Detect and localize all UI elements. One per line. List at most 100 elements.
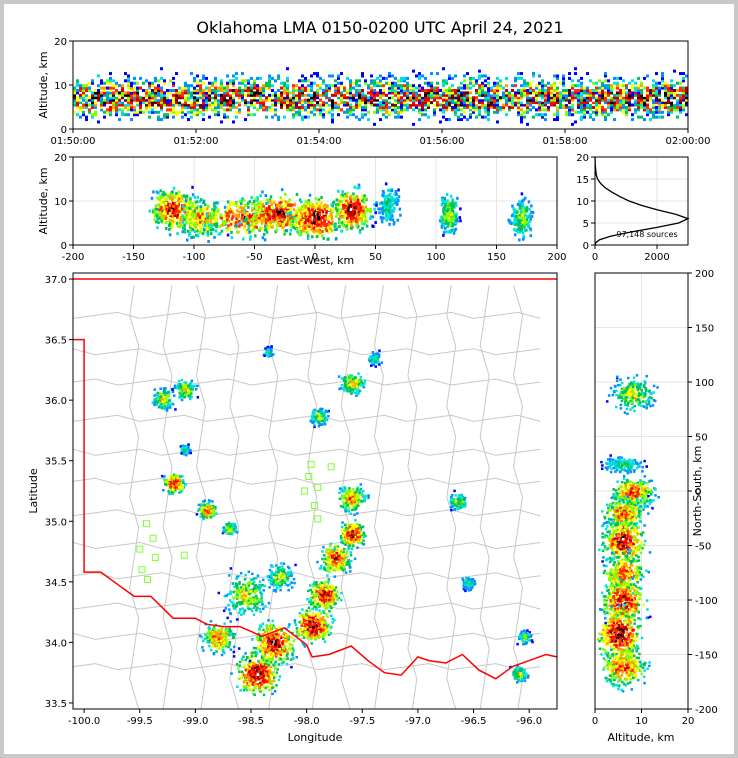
source-density-cell [245,217,248,221]
source-density-cell [151,81,154,85]
source-density-cell [328,93,331,97]
source-density-cell [273,665,276,668]
source-density-cell [250,667,253,670]
source-density-cell [493,103,496,107]
source-density-cell [283,81,286,85]
source-density-cell [664,105,667,109]
source-density-cell [655,101,658,105]
source-density-cell [361,98,364,102]
source-density-cell [667,91,670,95]
source-density-cell [79,98,82,102]
source-density-cell [260,660,263,663]
source-density-cell [649,93,652,97]
source-density-cell [604,118,607,122]
source-density-cell [164,212,167,216]
source-density-cell [277,204,281,208]
source-density-cell [295,84,298,88]
source-density-cell [106,81,109,85]
source-density-cell [157,110,160,114]
source-density-cell [622,84,625,88]
county-line [479,285,490,709]
source-density-cell [496,96,499,100]
source-density-cell [667,93,670,97]
source-density-cell [439,103,442,107]
source-density-cell [212,208,216,212]
source-density-cell [362,200,366,204]
source-density-cell [522,209,525,213]
source-density-cell [82,91,85,95]
source-density-cell [282,661,285,664]
source-density-cell [562,105,565,109]
source-density-cell [226,200,230,204]
source-density-cell [387,197,390,201]
source-density-cell [574,96,577,100]
source-density-cell [655,81,658,85]
source-density-cell [229,79,232,83]
source-density-cell [361,91,364,95]
source-density-cell [76,81,79,85]
source-density-cell [250,655,254,658]
source-density-cell [625,105,628,109]
source-density-cell [250,113,253,117]
source-density-cell [199,91,202,95]
source-density-cell [183,230,187,234]
source-density-cell [109,110,112,114]
source-density-cell [190,115,193,119]
source-density-cell [198,230,202,234]
source-density-cell [440,220,443,224]
source-density-cell [613,96,616,100]
source-density-cell [270,223,274,227]
source-density-cell [236,214,240,218]
source-density-cell [212,216,215,220]
source-density-cell [267,223,271,227]
source-density-cell [148,103,151,107]
source-density-cell [91,79,94,83]
source-density-cell [544,98,547,102]
source-density-cell [439,108,442,112]
source-density-cell [418,98,421,102]
source-density-cell [357,218,361,222]
source-density-cell [406,108,409,112]
source-density-cell [382,209,386,213]
source-density-cell [230,201,234,205]
source-density-cell [673,96,676,100]
source-density-cell [109,72,112,76]
source-density-cell [160,212,163,216]
source-density-cell [191,202,194,206]
source-density-cell [463,79,466,83]
source-density-cell [359,216,363,220]
source-density-cell [352,93,355,97]
source-density-cell [601,81,604,85]
source-density-cell [526,103,529,107]
source-density-cell [556,113,559,117]
y-tick-label: 20 [54,153,67,164]
source-density-cell [388,198,391,202]
source-density-cell [547,91,550,95]
source-density-cell [172,98,175,102]
source-density-cell [274,213,278,217]
source-density-cell [139,105,142,109]
source-density-cell [263,659,267,663]
source-density-cell [136,98,139,102]
source-density-cell [580,93,583,97]
source-density-cell [106,98,109,102]
source-density-cell [619,76,622,80]
source-density-cell [196,234,200,238]
source-density-cell [433,93,436,97]
source-density-cell [254,675,258,679]
source-density-cell [298,96,301,100]
source-density-cell [308,193,312,197]
source-density-cell [312,217,316,221]
source-density-cell [289,219,292,223]
source-density-cell [457,101,460,105]
source-density-cell [203,228,206,232]
source-density-cell [412,103,415,107]
source-density-cell [250,196,253,200]
source-density-cell [145,89,148,92]
source-density-cell [283,641,286,644]
source-density-cell [292,98,295,102]
source-density-cell [496,91,499,95]
source-density-cell [168,222,172,226]
source-density-cell [358,231,362,235]
source-density-cell [394,81,397,85]
